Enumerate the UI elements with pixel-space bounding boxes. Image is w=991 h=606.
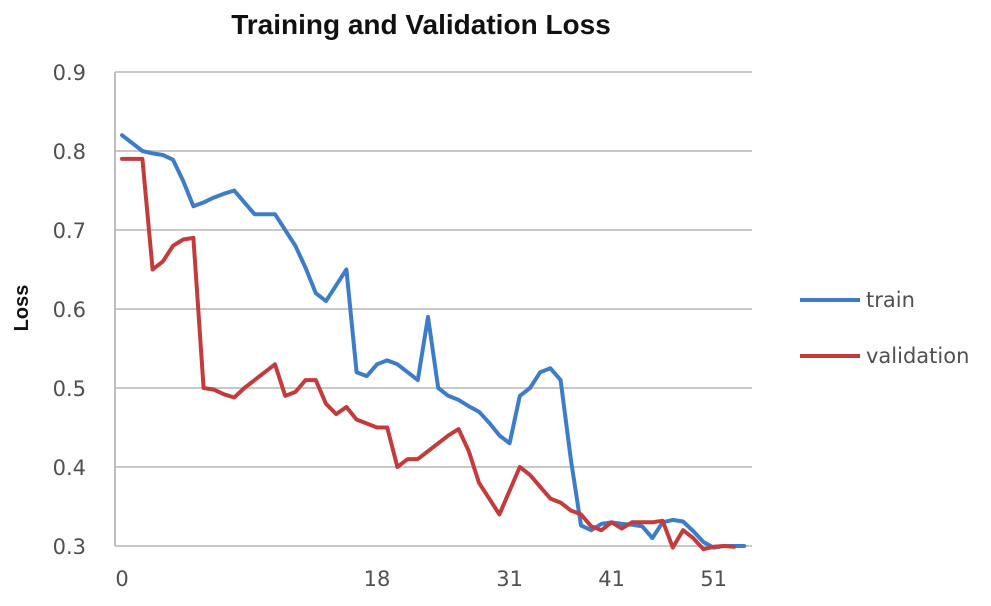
y-tick-label: 0.6 [53,298,86,322]
y-tick-label: 0.7 [53,219,86,243]
series-line-validation [120,156,736,552]
x-tick-label: 18 [364,567,391,591]
y-tick-label: 0.8 [53,140,86,164]
y-tick-label: 0.9 [53,61,86,85]
x-tick-label: 31 [496,567,523,591]
chart-title: Training and Validation Loss [231,9,611,40]
y-tick-label: 0.4 [53,456,86,480]
x-tick-label: 41 [598,567,625,591]
y-axis-label: Loss [11,285,33,332]
x-tick-label: 51 [700,567,727,591]
gridlines [115,71,752,547]
x-tick-label: 0 [115,567,128,591]
x-tick-labels: 0 18 31 41 51 [115,567,727,591]
y-tick-label: 0.5 [53,377,86,401]
legend-validation-label: validation [866,344,969,368]
series-lines [120,133,747,552]
series-line-train [120,133,747,550]
y-tick-labels: 0.3 0.4 0.5 0.6 0.7 0.8 0.9 [53,61,86,559]
y-tick-label: 0.3 [53,535,86,559]
legend-train-label: train [866,288,915,312]
legend: train validation [800,288,969,368]
